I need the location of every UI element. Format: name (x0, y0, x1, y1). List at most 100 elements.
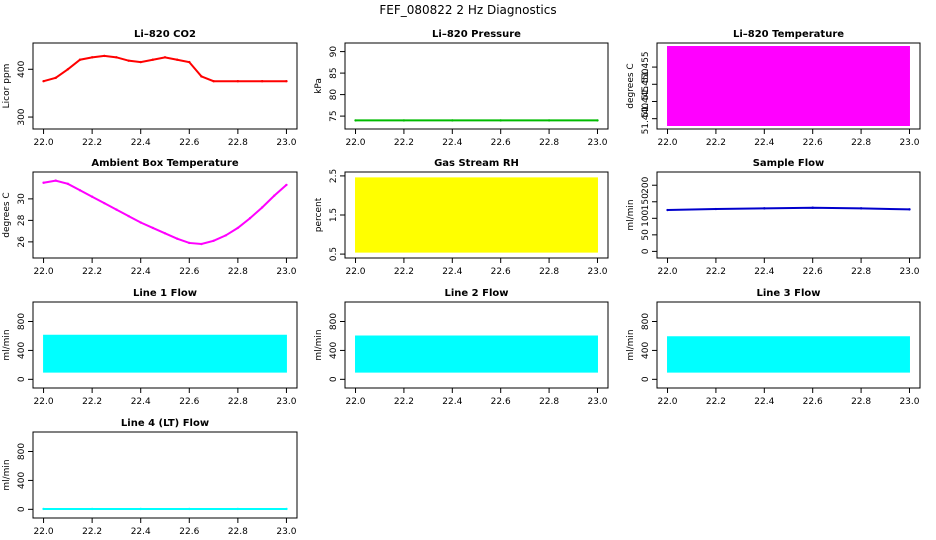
plot-frame (656, 301, 921, 389)
x-tick-label: 23.0 (587, 138, 607, 148)
data-point (139, 507, 142, 511)
data-point (103, 54, 106, 58)
panel-sample_flow: Sample Flow ml/min 22.0 22.2 22.4 22.6 22.8 23.… (626, 158, 921, 277)
y-tick-label: 85 (329, 67, 339, 78)
plot-frame (32, 171, 298, 259)
x-tick-label: 22.8 (228, 397, 248, 407)
y-axis-label: Licor ppm (2, 64, 12, 109)
x-tick-label: 22.6 (491, 267, 511, 277)
x-tick-label: 22.6 (491, 138, 511, 148)
data-point (908, 208, 911, 211)
data-point (763, 207, 766, 210)
data-point (451, 119, 454, 122)
x-tick-label: 22.0 (34, 138, 54, 148)
x-tick-label: 22.8 (539, 397, 559, 407)
figure-title: FEF_080822 2 Hz Diagnostics (379, 3, 556, 17)
x-tick-label: 22.0 (657, 397, 677, 407)
x-tick-label: 22.0 (345, 138, 365, 148)
data-point (139, 221, 142, 224)
data-point (151, 226, 155, 230)
x-tick-label: 22.8 (851, 138, 871, 148)
x-tick-label: 22.2 (706, 138, 726, 148)
x-tick-label: 22.6 (803, 397, 823, 407)
y-tick-label: 0 (17, 506, 27, 512)
y-tick-label: 51.450 (641, 68, 651, 100)
y-tick-label: 400 (641, 342, 651, 359)
plot-frame (344, 42, 609, 130)
series-band (355, 177, 598, 253)
x-tick-label: 22.4 (442, 397, 462, 407)
x-tick-label: 22.2 (394, 138, 414, 148)
y-axis-label: ml/min (2, 459, 12, 490)
x-tick-label: 22.2 (82, 267, 102, 277)
data-point (175, 237, 179, 240)
x-tick-label: 23.0 (899, 397, 919, 407)
data-point (200, 75, 203, 78)
data-point (90, 195, 94, 198)
data-point (285, 183, 288, 187)
data-point (54, 76, 57, 80)
x-tick-label: 22.2 (394, 397, 414, 407)
y-tick-label: 51.440 (641, 103, 651, 135)
x-tick-label: 23.0 (276, 527, 296, 537)
x-tick-label: 22.6 (179, 138, 199, 148)
chart-title: Line 3 Flow (757, 288, 821, 299)
x-tick-label: 22.0 (345, 267, 365, 277)
data-point (78, 189, 82, 192)
y-axis-label: percent (314, 197, 324, 232)
chart-title: Gas Stream RH (434, 158, 519, 169)
panel-ambient_temp: Ambient Box Temperature degrees C 22.0 22.2… (2, 158, 298, 277)
data-point (66, 68, 70, 71)
data-point (285, 80, 288, 83)
x-tick-label: 23.0 (276, 138, 296, 148)
x-tick-label: 23.0 (587, 397, 607, 407)
y-tick-label: 100 (641, 209, 651, 226)
series-line (43, 54, 287, 83)
x-tick-label: 22.6 (179, 527, 199, 537)
x-tick-label: 22.0 (345, 397, 365, 407)
y-tick-label: 400 (17, 472, 27, 489)
data-point (90, 56, 94, 59)
data-point (402, 119, 406, 122)
data-point (103, 201, 106, 205)
x-tick-label: 22.4 (754, 397, 774, 407)
chart-title: Line 4 (LT) Flow (121, 418, 209, 429)
data-point (714, 207, 718, 211)
data-point (236, 226, 240, 230)
data-point (248, 217, 252, 220)
y-tick-label: 0 (641, 376, 651, 382)
chart-title: Li–820 Pressure (432, 29, 521, 40)
y-tick-label: 0 (641, 248, 651, 254)
data-point (42, 507, 45, 511)
y-tick-label: 300 (17, 108, 27, 125)
data-point (115, 208, 118, 211)
y-axis-label: degrees C (2, 192, 12, 237)
y-axis-label: ml/min (314, 329, 324, 360)
data-point (188, 241, 191, 245)
y-tick-label: 400 (329, 342, 339, 359)
y-tick-label: 400 (17, 342, 27, 359)
chart-title: Line 1 Flow (133, 288, 197, 299)
y-tick-label: 150 (641, 193, 651, 210)
data-point (151, 58, 155, 61)
data-point (285, 507, 288, 511)
data-point (78, 58, 82, 61)
x-tick-label: 22.6 (803, 138, 823, 148)
y-tick-label: 90 (329, 46, 339, 58)
data-point (163, 232, 167, 235)
y-tick-label: 0 (329, 376, 339, 382)
y-tick-label: 80 (329, 89, 339, 101)
data-point (547, 119, 551, 122)
y-tick-label: 400 (17, 60, 27, 77)
y-tick-label: 51.445 (641, 86, 651, 118)
data-point (42, 80, 45, 83)
x-tick-label: 22.6 (179, 397, 199, 407)
data-point (260, 80, 264, 83)
x-tick-label: 22.0 (34, 527, 54, 537)
x-tick-label: 22.2 (706, 397, 726, 407)
plot-frame (32, 431, 298, 519)
y-axis-label: kPa (314, 78, 324, 94)
x-tick-label: 22.4 (131, 138, 151, 148)
plot-frame (32, 301, 298, 389)
